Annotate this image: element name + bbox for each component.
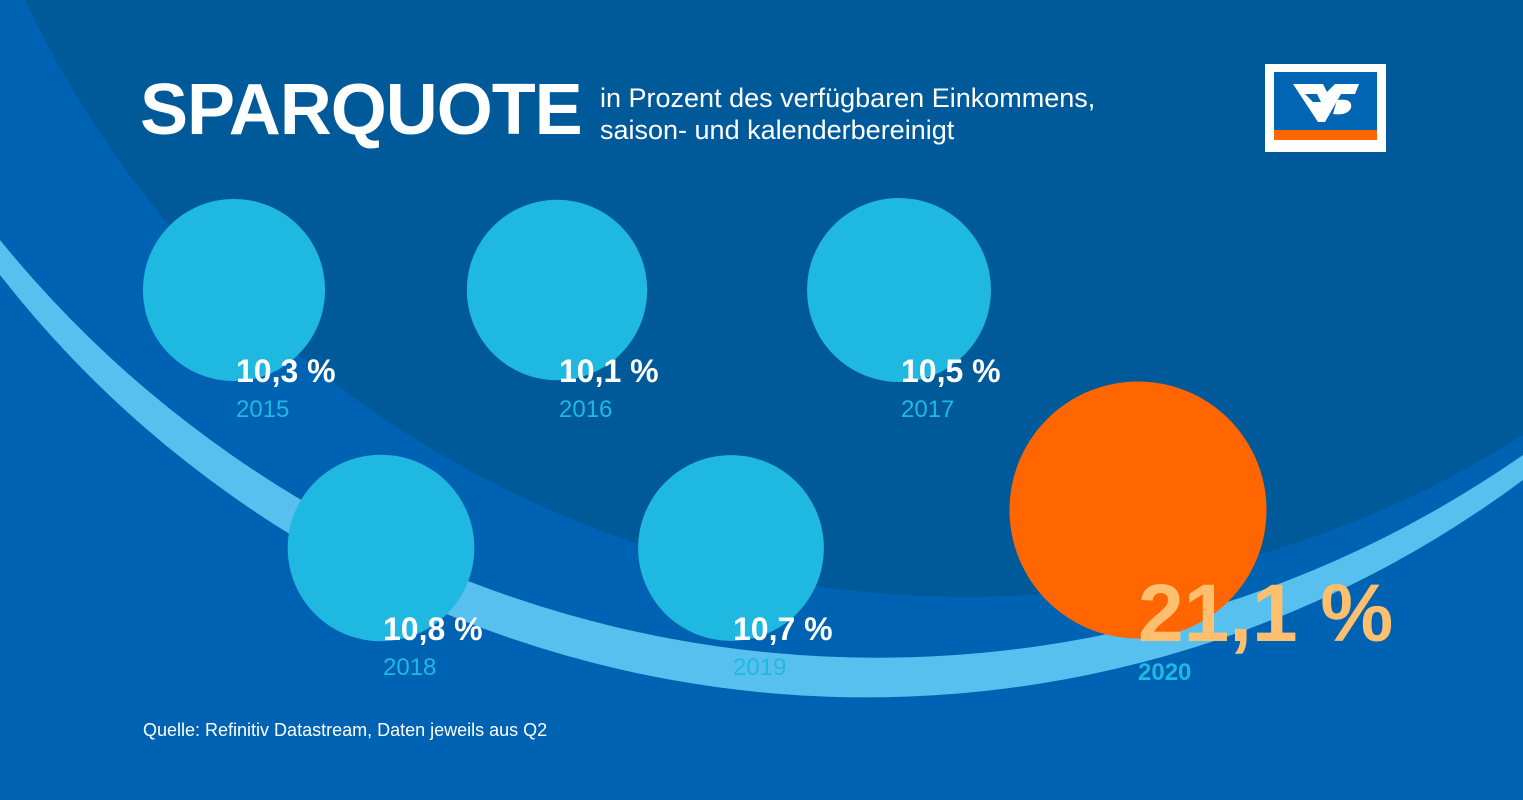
year-label-2017: 2017 [901,396,954,423]
subtitle-line-2: saison- und kalenderbereinigt [600,115,955,145]
value-label-2017: 10,5 % [901,353,1001,389]
value-label-2019: 10,7 % [733,611,833,647]
value-label-2016: 10,1 % [559,353,659,389]
bubble-2015 [142,198,326,382]
subtitle-line-1: in Prozent des verfügbaren Einkommens, [600,83,1096,113]
bubble-2016 [466,199,648,381]
bubble-2020 [1009,381,1267,639]
value-label-2015: 10,3 % [236,353,336,389]
source-note: Quelle: Refinitiv Datastream, Daten jewe… [143,720,548,740]
value-label-2020: 21,1 % [1138,568,1393,659]
value-label-2018: 10,8 % [383,611,483,647]
bubble-2019 [638,455,824,641]
volksbank-logo-icon [1265,64,1386,152]
bubble-2017 [807,198,991,382]
subtitle: in Prozent des verfügbaren Einkommens, s… [600,82,1200,146]
year-label-2015: 2015 [236,396,289,423]
year-label-2016: 2016 [559,396,612,423]
page-title: SPARQUOTE [140,70,583,150]
year-label-2019: 2019 [733,654,786,681]
inner-blue-arc [0,275,1523,800]
year-label-2020: 2020 [1138,659,1191,686]
bubble-2018 [287,454,475,642]
year-label-2018: 2018 [383,654,436,681]
